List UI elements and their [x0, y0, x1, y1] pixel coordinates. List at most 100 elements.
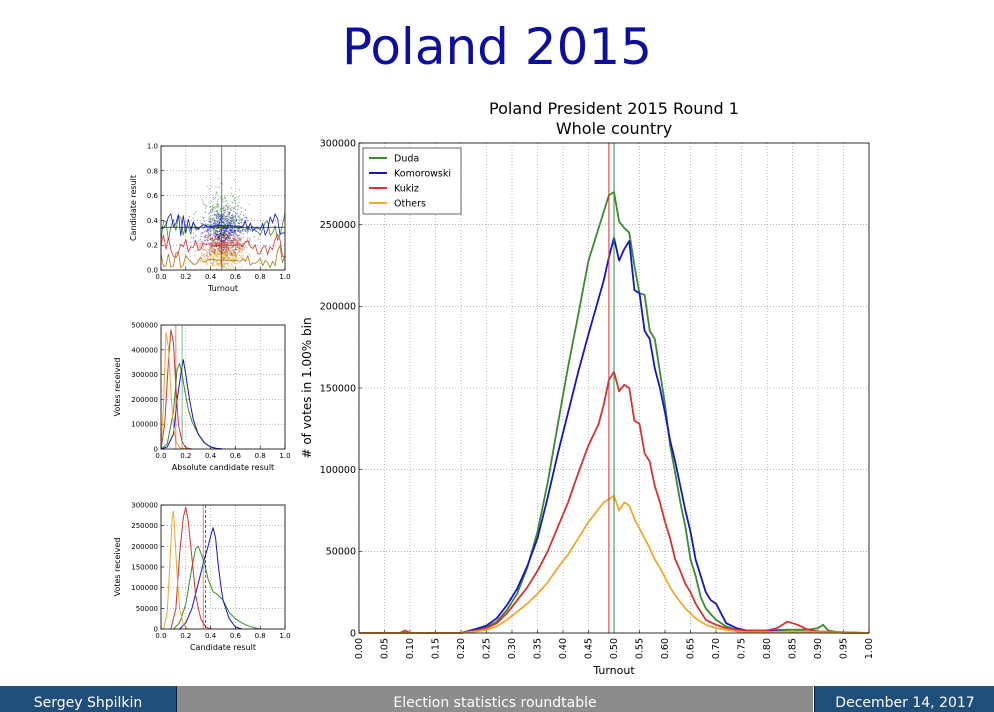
scatter-point-kukiz — [240, 249, 243, 252]
scatter-point-kukiz — [238, 245, 240, 247]
scatter-point-duda — [224, 195, 226, 197]
y-tick-label: 200000 — [131, 543, 158, 551]
scatter-point-duda — [215, 186, 217, 188]
scatter-point-komorowski — [231, 227, 234, 230]
scatter-point-komorowski — [206, 238, 208, 241]
scatter-point-komorowski — [230, 230, 232, 232]
scatter-point-duda — [232, 234, 235, 237]
scatter-point-duda — [216, 212, 218, 214]
scatter-point-komorowski — [227, 221, 229, 224]
scatter-point-komorowski — [214, 236, 217, 239]
scatter-point-komorowski — [225, 220, 227, 222]
scatter-point-komorowski — [212, 208, 214, 211]
scatter-point-komorowski — [230, 228, 233, 231]
x-tick-label: 0.0 — [155, 452, 166, 460]
scatter-point-kukiz — [198, 240, 200, 242]
scatter-point-duda — [222, 249, 224, 252]
scatter-point-komorowski — [213, 219, 215, 222]
scatter-point-komorowski — [223, 240, 226, 242]
scatter-point-komorowski — [202, 216, 204, 219]
scatter-point-kukiz — [194, 250, 196, 252]
scatter-point-kukiz — [229, 244, 232, 246]
x-tick-label: 0.05 — [380, 638, 391, 659]
scatter-point-komorowski — [214, 221, 216, 223]
scatter-point-duda — [234, 201, 237, 203]
scatter-point-komorowski — [223, 229, 226, 231]
series-line-kukiz — [359, 370, 870, 634]
scatter-point-duda — [207, 237, 209, 239]
scatter-point-duda — [210, 200, 212, 203]
scatter-point-komorowski — [218, 245, 220, 247]
scatter-point-duda — [227, 220, 230, 222]
scatter-point-komorowski — [215, 215, 218, 217]
scatter-point-komorowski — [222, 228, 224, 230]
scatter-point-komorowski — [230, 217, 233, 219]
scatter-point-kukiz — [190, 237, 192, 239]
scatter-point-duda — [218, 242, 221, 245]
scatter-point-duda — [214, 253, 216, 255]
x-tick-label: 0.35 — [533, 638, 544, 659]
scatter-point-duda — [229, 204, 231, 207]
scatter-point-komorowski — [195, 211, 197, 213]
scatter-point-others — [207, 247, 209, 250]
scatter-point-komorowski — [242, 230, 244, 232]
scatter-point-komorowski — [205, 229, 207, 232]
scatter-point-duda — [216, 206, 218, 208]
scatter-point-kukiz — [226, 248, 228, 250]
scatter-point-duda — [218, 186, 220, 188]
scatter-point-komorowski — [222, 222, 225, 224]
scatter-point-komorowski — [233, 222, 235, 224]
scatter-point-komorowski — [245, 217, 248, 220]
scatter-point-kukiz — [232, 239, 235, 242]
scatter-point-komorowski — [223, 227, 225, 229]
footer-author: Sergey Shpilkin — [0, 686, 177, 712]
footer-bar: Sergey Shpilkin Election statistics roun… — [0, 686, 994, 712]
scatter-point-duda — [232, 195, 234, 198]
scatter-point-duda — [201, 199, 203, 201]
scatter-point-kukiz — [233, 236, 236, 238]
scatter-point-komorowski — [230, 220, 233, 222]
x-axis-label: Turnout — [592, 664, 635, 677]
scatter-point-duda — [214, 244, 217, 246]
scatter-point-komorowski — [230, 231, 233, 233]
series-line-kukiz — [160, 329, 193, 450]
scatter-point-kukiz — [200, 243, 202, 245]
scatter-point-others — [241, 257, 243, 259]
scatter-point-duda — [211, 185, 213, 188]
scatter-point-others — [204, 258, 206, 260]
scatter-point-duda — [228, 207, 230, 209]
scatter-point-duda — [204, 207, 207, 209]
scatter-point-duda — [236, 236, 239, 238]
scatter-point-komorowski — [207, 231, 209, 233]
scatter-point-duda — [249, 237, 251, 239]
scatter-point-duda — [236, 205, 239, 207]
y-tick-label: 100000 — [131, 421, 158, 429]
scatter-point-komorowski — [240, 218, 242, 221]
axes-frame — [160, 145, 286, 271]
scatter-point-komorowski — [218, 235, 220, 238]
scatter-point-kukiz — [231, 254, 234, 256]
y-tick-label: 0.2 — [147, 242, 158, 250]
scatter-point-komorowski — [213, 223, 215, 225]
scatter-point-kukiz — [206, 255, 208, 257]
scatter-point-komorowski — [211, 237, 213, 240]
scatter-point-komorowski — [244, 216, 246, 218]
footer-event: Election statistics roundtable — [177, 686, 813, 712]
scatter-point-komorowski — [204, 223, 207, 225]
scatter-point-komorowski — [223, 236, 225, 238]
x-tick-label: 0.6 — [230, 452, 242, 460]
scatter-point-komorowski — [240, 211, 243, 213]
scatter-point-others — [242, 251, 244, 253]
scatter-point-komorowski — [230, 221, 232, 223]
scatter-point-komorowski — [215, 230, 217, 232]
scatter-point-duda — [221, 198, 224, 200]
y-tick-label: 150000 — [131, 563, 158, 571]
absolute-result-chart: 0.0 0.2 0.4 0.6 0.8 1.0 0 100000 200000 300000 400… — [113, 321, 291, 472]
scatter-point-duda — [202, 202, 204, 205]
scatter-point-kukiz — [210, 247, 213, 249]
scatter-point-others — [236, 262, 239, 264]
scatter-point-duda — [229, 252, 232, 254]
scatter-point-kukiz — [197, 244, 199, 246]
scatter-point-komorowski — [193, 213, 195, 215]
y-tick-label: 300000 — [320, 138, 356, 149]
